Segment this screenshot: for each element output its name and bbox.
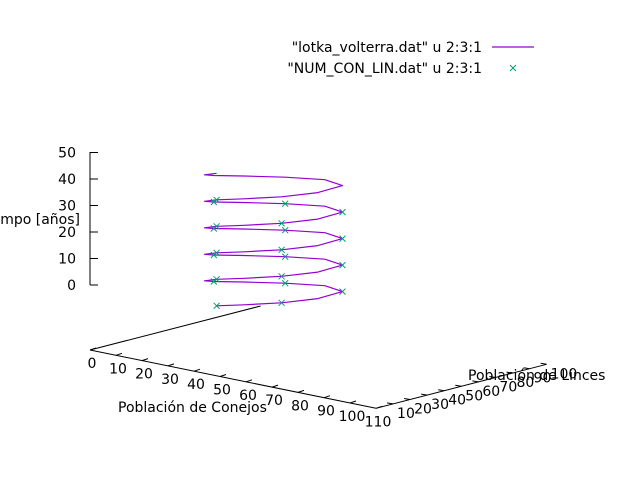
series-point-num bbox=[281, 226, 289, 234]
y-tick-label: 20 bbox=[414, 402, 432, 418]
series-point-num bbox=[278, 299, 285, 307]
y-tick bbox=[540, 362, 547, 365]
x-axis-label: Población de Conejos bbox=[118, 400, 267, 416]
x-tick-label: 90 bbox=[317, 404, 335, 420]
y-tick bbox=[438, 389, 445, 392]
y-tick bbox=[421, 393, 428, 396]
y-tick bbox=[489, 376, 496, 378]
y-tick-label: 40 bbox=[448, 393, 466, 409]
series-point-num bbox=[213, 302, 220, 310]
series-point-num bbox=[339, 288, 346, 295]
y-tick-label: 50 bbox=[465, 388, 483, 404]
series-point-num bbox=[278, 272, 285, 280]
y-axis-label: Población de Linces bbox=[468, 368, 605, 384]
x-tick bbox=[167, 363, 175, 367]
x-tick bbox=[323, 395, 331, 399]
series-point-num bbox=[339, 208, 346, 216]
x-tick bbox=[115, 352, 123, 356]
y-tick bbox=[523, 367, 530, 370]
series-point-num bbox=[281, 279, 289, 287]
legend-point-sample bbox=[509, 64, 517, 72]
z-tick-label: 0 bbox=[67, 278, 76, 294]
y-tick-label: 100 bbox=[551, 366, 578, 382]
z-tick-label: 40 bbox=[58, 172, 76, 188]
series-point-num bbox=[213, 275, 220, 283]
series-point-num bbox=[213, 249, 220, 257]
x-tick-label: 100 bbox=[339, 409, 366, 425]
legend-entry-lotka: "lotka_volterra.dat" u 2:3:1 bbox=[292, 40, 482, 56]
x-tick-label: 50 bbox=[213, 383, 231, 399]
series-point-num bbox=[339, 261, 346, 269]
y-tick bbox=[404, 398, 411, 400]
series-point-num bbox=[339, 235, 346, 242]
x-tick bbox=[89, 347, 97, 351]
series-point-num bbox=[281, 253, 289, 261]
y-tick bbox=[455, 384, 462, 387]
x-tick bbox=[297, 389, 305, 393]
series-point-num bbox=[278, 246, 285, 254]
x-tick bbox=[375, 405, 383, 409]
legend-entry-num: "NUM_CON_LIN.dat" u 2:3:1 bbox=[287, 61, 482, 77]
x-tick-label: 10 bbox=[109, 361, 127, 377]
x-tick-label: 0 bbox=[88, 356, 97, 372]
axis-labels: Población de Conejos Población de Linces… bbox=[0, 212, 605, 416]
z-tick-label: 20 bbox=[58, 225, 76, 241]
x-tick bbox=[141, 358, 149, 362]
y-tick-label: 30 bbox=[431, 397, 449, 413]
legend: "lotka_volterra.dat" u 2:3:1 "NUM_CON_LI… bbox=[287, 40, 534, 77]
z-tick-label: 30 bbox=[58, 199, 76, 215]
plot-marks bbox=[203, 172, 346, 310]
z-axis-label: Tiempo [años] bbox=[0, 212, 80, 228]
series-point-num bbox=[213, 222, 220, 230]
y-tick-label: 60 bbox=[482, 384, 500, 400]
y-tick bbox=[472, 380, 479, 383]
x-tick bbox=[245, 379, 253, 383]
series-point-num bbox=[213, 196, 220, 204]
x-tick bbox=[349, 400, 357, 404]
x-tick-label: 70 bbox=[265, 393, 283, 409]
x-tick-label: 20 bbox=[135, 367, 153, 383]
z-tick-label: 10 bbox=[58, 252, 76, 268]
back-y-axis-line bbox=[89, 305, 261, 351]
z-tick-label: 50 bbox=[58, 146, 76, 162]
series-line-lotka bbox=[203, 172, 344, 307]
y-tick-label: 10 bbox=[397, 406, 415, 422]
x-tick-label: 60 bbox=[239, 388, 257, 404]
x-tick-label: 40 bbox=[187, 377, 205, 393]
y-tick bbox=[386, 402, 394, 405]
x-tick-label: 80 bbox=[291, 398, 309, 414]
x-tick bbox=[193, 368, 201, 372]
x-tick bbox=[219, 374, 227, 377]
series-point-num bbox=[278, 219, 285, 227]
x-tick-label: 110 bbox=[365, 414, 392, 430]
series-point-num bbox=[281, 200, 289, 208]
y-tick-label: 70 bbox=[499, 380, 517, 396]
y-tick-label: 80 bbox=[516, 375, 534, 391]
x-tick bbox=[271, 384, 279, 388]
x-axis-line bbox=[89, 349, 377, 409]
y-tick bbox=[506, 371, 513, 374]
x-tick-label: 30 bbox=[161, 372, 179, 388]
y-tick-label: 90 bbox=[534, 371, 552, 387]
